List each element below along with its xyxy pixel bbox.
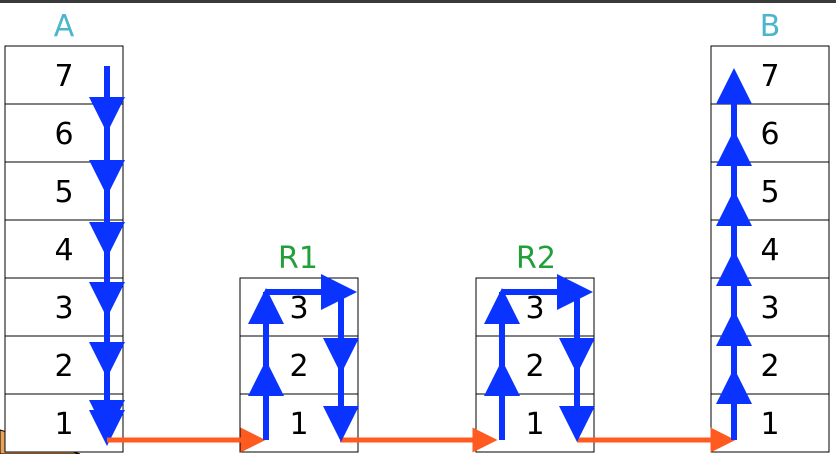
layer-number: 5 <box>54 175 73 210</box>
layer-number: 3 <box>54 291 73 326</box>
layer-number: 3 <box>525 291 544 326</box>
stack-title: R2 <box>516 241 556 276</box>
layer-number: 2 <box>54 349 73 384</box>
layer-number: 5 <box>760 175 779 210</box>
stack-b: 7 6 5 4 3 2 1 B <box>710 9 830 453</box>
stack-title: B <box>760 9 781 44</box>
layer-number: 2 <box>525 349 544 384</box>
stack-title: A <box>54 9 75 44</box>
layer-number: 3 <box>289 291 308 326</box>
layer-number: 1 <box>54 407 73 442</box>
layer-number: 2 <box>289 349 308 384</box>
slide-top-border <box>0 0 836 3</box>
layer-number: 6 <box>760 117 779 152</box>
layer-number: 1 <box>760 407 779 442</box>
layer-number: 2 <box>760 349 779 384</box>
stack-title: R1 <box>278 241 318 276</box>
layer-number: 7 <box>760 59 779 94</box>
layer-number: 4 <box>760 233 779 268</box>
layer-number: 6 <box>54 117 73 152</box>
layer-number: 3 <box>760 291 779 326</box>
layer-number: 1 <box>525 407 544 442</box>
layer-number: 1 <box>289 407 308 442</box>
layer-cell <box>4 45 124 105</box>
layer-number: 4 <box>54 233 73 268</box>
layer-number: 7 <box>54 59 73 94</box>
